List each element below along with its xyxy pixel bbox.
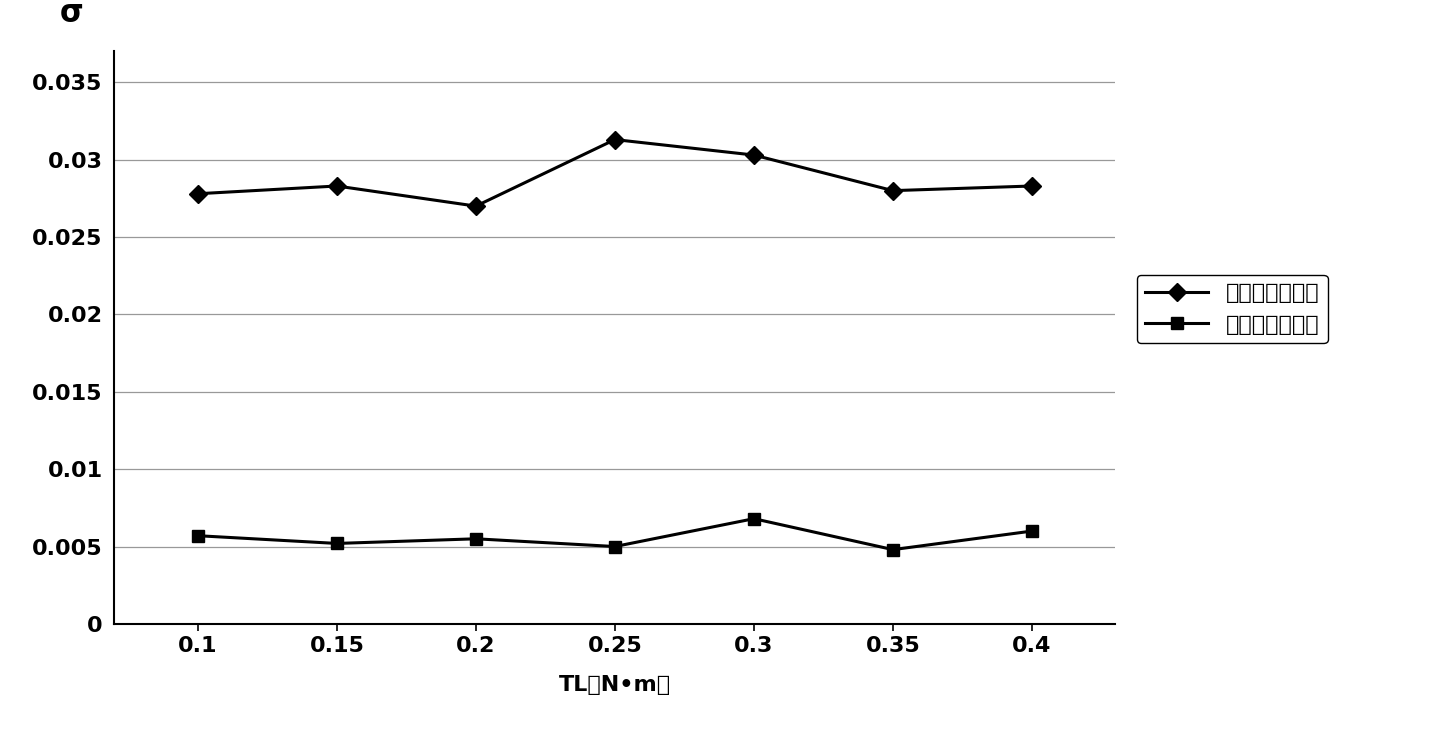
X-axis label: TL（N•m）: TL（N•m） [559, 675, 671, 695]
Legend: 标准差（正常）, 标准差（故障）: 标准差（正常）, 标准差（故障） [1137, 275, 1328, 344]
Text: σ: σ [60, 0, 83, 29]
